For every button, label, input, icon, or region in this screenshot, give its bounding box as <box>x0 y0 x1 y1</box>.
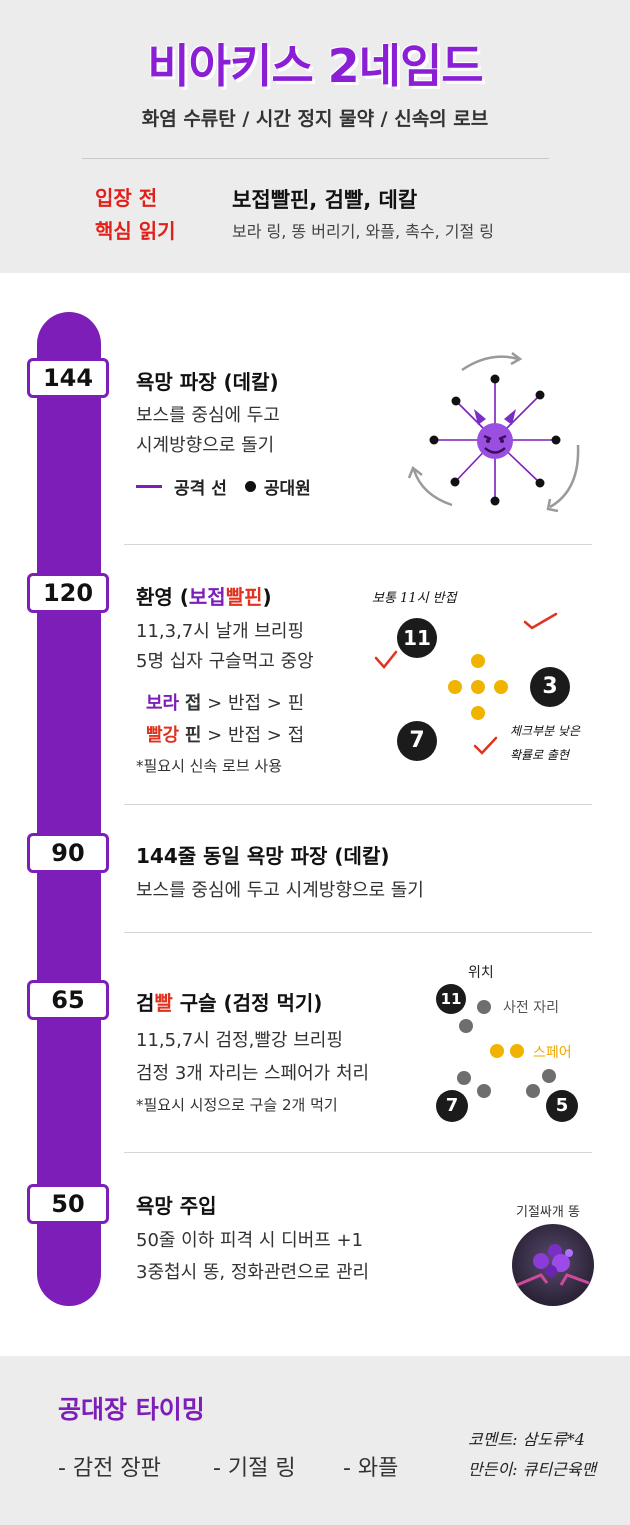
phase-120-title-b: 빨핀 <box>225 585 263 609</box>
phase-120-line1: 11,3,7시 날개 브리핑 <box>136 621 305 642</box>
phase-65-title-b: 빨 <box>154 991 173 1015</box>
purple-order-row: 보라 접 > 반접 > 핀 <box>146 689 304 715</box>
orb-yellow <box>471 680 485 694</box>
header-panel <box>0 0 630 273</box>
phase-65-note: *필요시 시정으로 구슬 2개 먹기 <box>136 1096 338 1114</box>
page-title: 비아키스 2네임드 <box>147 39 483 93</box>
divider <box>124 804 592 805</box>
phase-90-title: 144줄 동일 욕망 파장 (데칼) <box>136 844 390 868</box>
stun-poop-label: 기절싸개 똥 <box>516 1205 580 1220</box>
red-order-row: 빨강 핀 > 반접 > 접 <box>146 721 304 747</box>
phase-65-line2: 검정 3개 자리는 스페어가 처리 <box>136 1063 370 1084</box>
position-label: 위치 <box>468 965 494 981</box>
orb-gray <box>477 1084 491 1098</box>
handwritten-note-1: 보통 11시 반접 <box>372 591 457 606</box>
entry-label-line2: 핵심 읽기 <box>95 219 176 243</box>
attack-line-swatch <box>136 485 162 488</box>
phase-65-title: 검빨 구슬 (검정 먹기) <box>136 987 322 1016</box>
clock-11-marker: 11 <box>397 618 437 658</box>
raid-member-dot-swatch <box>244 481 256 492</box>
timing-item: - 감전 장판 <box>58 1456 161 1481</box>
phase-50-line2: 3중첩시 똥, 정화관련으로 관리 <box>136 1262 370 1283</box>
phase-50-line1: 50줄 이하 피격 시 디버프 +1 <box>136 1230 364 1251</box>
phase-50-title: 욕망 주입 <box>136 1194 217 1218</box>
header-divider <box>82 158 549 159</box>
clock-3-marker: 3 <box>530 667 570 707</box>
phase-120-title-a: 보접 <box>188 585 226 609</box>
orb-yellow <box>448 680 462 694</box>
phase-120-title-post: ) <box>262 585 272 609</box>
phase-120-note: *필요시 신속 로브 사용 <box>136 757 283 775</box>
hp-marker-120: 120 <box>27 573 109 613</box>
purple-first: 접 <box>184 693 202 714</box>
divider <box>124 932 592 933</box>
hp-marker-144: 144 <box>27 358 109 398</box>
comment-credit: 코멘트: 삼도류*4 <box>468 1430 585 1449</box>
clock-11-marker: 11 <box>436 984 466 1014</box>
handwritten-note-2a: 체크부분 낮은 <box>510 724 581 738</box>
clock-7-marker: 7 <box>436 1090 468 1122</box>
orb-yellow <box>471 654 485 668</box>
orb-gray <box>526 1084 540 1098</box>
hp-marker-50: 50 <box>27 1184 109 1224</box>
divider <box>124 1152 592 1153</box>
stun-poop-image <box>512 1224 594 1306</box>
legend-attack-line-label: 공격 선 <box>174 479 227 499</box>
seat-label: 사전 자리 <box>503 1000 559 1016</box>
orb-yellow <box>471 706 485 720</box>
timing-item: - 기절 링 <box>213 1456 296 1481</box>
orb-gray <box>477 1000 491 1014</box>
check-icon <box>523 612 558 630</box>
orb-yellow <box>490 1044 504 1058</box>
legend-raid-member-label: 공대원 <box>263 479 311 499</box>
divider <box>124 544 592 545</box>
phase-65-title-a: 검 <box>136 991 155 1015</box>
entry-label-line1: 입장 전 <box>95 186 158 210</box>
check-icon <box>473 736 498 755</box>
clockwise-arrows <box>407 352 580 513</box>
red-rest: > 반접 > 접 <box>201 725 305 746</box>
timing-item: - 와플 <box>343 1456 399 1481</box>
handwritten-note-2b: 확률로 출현 <box>510 748 570 762</box>
phase-120-line2: 5명 십자 구슬먹고 중앙 <box>136 651 314 672</box>
hp-marker-65: 65 <box>27 980 109 1020</box>
purple-rest: > 반접 > 핀 <box>201 693 305 714</box>
phase-120-title-pre: 환영 ( <box>136 585 189 609</box>
phase-90-line1: 보스를 중심에 두고 시계방향으로 돌기 <box>136 880 424 901</box>
footer-panel <box>0 1356 630 1525</box>
purple-label: 보라 <box>146 693 180 714</box>
phase-144-legend: 공격 선 공대원 <box>136 474 311 499</box>
red-first: 핀 <box>184 725 202 746</box>
author-credit: 만든이: 큐티근육맨 <box>468 1460 597 1479</box>
clock-5-marker: 5 <box>546 1090 578 1122</box>
decal-rotation-diagram <box>407 352 580 513</box>
phase-65-line1: 11,5,7시 검정,빨강 브리핑 <box>136 1030 343 1051</box>
orb-gray <box>459 1019 473 1033</box>
red-label: 빨강 <box>146 725 180 746</box>
hp-timeline-bar <box>37 312 101 1306</box>
spare-label: 스페어 <box>533 1045 572 1061</box>
check-icon <box>374 650 398 669</box>
core-summary-title: 보접빨핀, 검빨, 데칼 <box>232 188 418 212</box>
phase-120-title: 환영 (보접빨핀) <box>136 581 272 610</box>
orb-yellow <box>510 1044 524 1058</box>
entry-label: 입장 전 핵심 읽기 <box>95 182 176 248</box>
phase-144-title: 욕망 파장 (데칼) <box>136 370 279 394</box>
page-subtitle: 화염 수류탄 / 시간 정지 물약 / 신속의 로브 <box>141 108 489 130</box>
orb-yellow <box>494 680 508 694</box>
check-marks <box>374 612 558 755</box>
devil-boss-icon <box>474 409 516 459</box>
core-summary-sub: 보라 링, 똥 버리기, 와플, 촉수, 기절 링 <box>232 222 495 241</box>
orb-gray <box>542 1069 556 1083</box>
clock-7-marker: 7 <box>397 721 437 761</box>
phase-144-line1: 보스를 중심에 두고 <box>136 405 280 426</box>
raid-leader-timing-title: 공대장 타이밍 <box>58 1395 205 1424</box>
phase-144-line2: 시계방향으로 돌기 <box>136 435 275 456</box>
hp-marker-90: 90 <box>27 833 109 873</box>
orb-gray <box>457 1071 471 1085</box>
phase-65-title-c: 구슬 (검정 먹기) <box>172 991 323 1015</box>
